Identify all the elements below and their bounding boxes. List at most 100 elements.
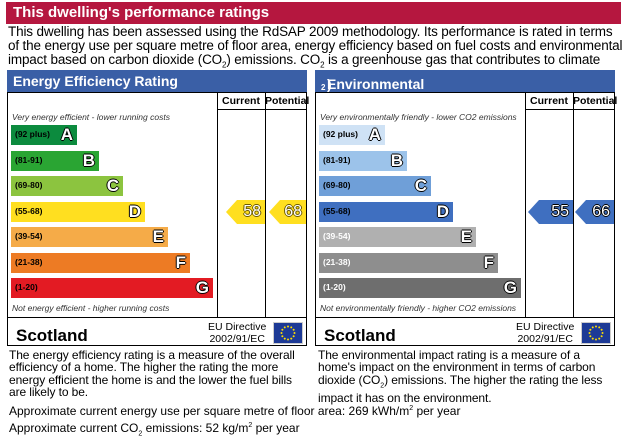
energy-value: 269 kWh/m bbox=[348, 404, 410, 418]
rating-band-d: (55-68) D bbox=[319, 201, 453, 222]
environmental-impact-heading: Environmental Impact (CO 2) Rating bbox=[315, 70, 615, 108]
country-label: Scotland bbox=[16, 326, 88, 345]
directive-line2: 2002/91/EC bbox=[517, 333, 573, 345]
directive-line2: 2002/91/EC bbox=[209, 333, 265, 345]
energy-efficiency-heading: Energy Efficiency Rating bbox=[7, 70, 307, 92]
divider bbox=[265, 93, 266, 317]
band-letter: C bbox=[106, 176, 119, 195]
band-letter: A bbox=[60, 125, 73, 144]
band-range: (55-68) bbox=[15, 205, 43, 216]
current-column-header: Current bbox=[530, 95, 568, 107]
rating-band-c: (69-80) C bbox=[319, 176, 431, 196]
band-letter: D bbox=[128, 201, 141, 221]
co2-label-part1: Approximate current CO bbox=[9, 421, 139, 435]
band-range: (39-54) bbox=[15, 231, 43, 241]
band-range: (21-38) bbox=[323, 256, 351, 267]
environmental-impact-box: Current Potential Very environmentally f… bbox=[315, 92, 618, 346]
bottom-note: Not energy efficient - higher running co… bbox=[12, 303, 170, 313]
rating-band-f: (21-38) F bbox=[319, 252, 498, 273]
description-part1: The environmental impact rating is a mea… bbox=[318, 348, 596, 387]
divider bbox=[8, 317, 306, 318]
title-bar: This dwelling's performance ratings bbox=[6, 2, 621, 24]
bottom-note: Not environmentally friendly - higher CO… bbox=[320, 303, 517, 313]
energy-sup: 2 bbox=[409, 405, 414, 412]
current-rating-pointer-arrow bbox=[528, 199, 573, 224]
eu-flag-icon bbox=[273, 322, 303, 344]
potential-rating-pointer-arrow bbox=[269, 199, 306, 224]
energy-efficiency-description: The energy efficiency rating is a measur… bbox=[9, 348, 295, 399]
heading-part2: ) Rating bbox=[327, 76, 371, 108]
rating-band-b: (81-91) B bbox=[11, 150, 99, 171]
rating-band-b: (81-91) B bbox=[319, 150, 407, 171]
rating-band-f: (21-38) F bbox=[11, 252, 190, 273]
co2-label-part2: emissions: bbox=[142, 421, 206, 435]
co2-emissions-footer: Approximate current CO 2 emissions: 52 kg… bbox=[9, 421, 300, 437]
co2-sup: 2 bbox=[248, 422, 253, 429]
divider bbox=[316, 317, 614, 318]
eu-directive: EU Directive 2002/91/EC bbox=[208, 321, 266, 345]
current-rating-pointer-value: 58 bbox=[243, 202, 261, 220]
heading-part1: Environmental Impact (CO bbox=[327, 76, 425, 108]
top-note: Very environmentally friendly - lower CO… bbox=[320, 112, 517, 122]
divider bbox=[525, 109, 615, 110]
divider bbox=[573, 93, 574, 317]
co2-unit-tail: per year bbox=[252, 421, 300, 435]
page-title: This dwelling's performance ratings bbox=[13, 4, 270, 21]
band-letter: G bbox=[195, 278, 209, 297]
band-range: (1-20) bbox=[15, 282, 38, 292]
environmental-impact-panel: Environmental Impact (CO 2) Rating Curren… bbox=[315, 70, 618, 346]
band-range: (55-68) bbox=[323, 205, 351, 216]
band-letter: F bbox=[175, 252, 186, 272]
band-letter: E bbox=[460, 227, 472, 246]
band-letter: A bbox=[368, 125, 381, 144]
energy-efficiency-heading-text: Energy Efficiency Rating bbox=[13, 73, 178, 89]
divider bbox=[217, 93, 218, 317]
band-range: (39-54) bbox=[323, 231, 351, 241]
potential-column-header: Potential bbox=[573, 95, 618, 107]
country-label: Scotland bbox=[324, 326, 396, 345]
band-range: (1-20) bbox=[323, 282, 346, 292]
band-letter: B bbox=[82, 150, 95, 170]
energy-efficiency-panel: Energy Efficiency Rating Current Potenti… bbox=[7, 70, 309, 346]
rating-band-g: (1-20) G bbox=[319, 278, 521, 298]
top-note: Very energy efficient - lower running co… bbox=[12, 112, 170, 122]
rating-band-e: (39-54) E bbox=[319, 227, 476, 247]
band-letter: B bbox=[390, 150, 403, 170]
heading-sub: 2 bbox=[321, 82, 326, 92]
band-range: (81-91) bbox=[15, 154, 43, 165]
potential-rating-pointer: 68 bbox=[269, 199, 306, 224]
band-range: (92 plus) bbox=[323, 129, 358, 139]
energy-efficiency-box: Current Potential Very energy efficient … bbox=[7, 92, 309, 346]
rating-band-d: (55-68) D bbox=[11, 201, 145, 222]
intro-sub1: 2 bbox=[222, 60, 227, 70]
co2-value: 52 kg/m bbox=[205, 421, 249, 435]
eu-directive: EU Directive 2002/91/EC bbox=[516, 321, 574, 345]
current-rating-pointer-value: 55 bbox=[551, 202, 569, 220]
band-letter: F bbox=[483, 252, 494, 272]
description-sub: 2 bbox=[380, 381, 385, 389]
current-rating-pointer: 58 bbox=[226, 199, 265, 224]
rating-band-e: (39-54) E bbox=[11, 227, 168, 247]
intro-part2: ) emissions. CO bbox=[226, 52, 321, 67]
environmental-impact-heading-text: Environmental Impact (CO 2) Rating bbox=[321, 73, 424, 108]
directive-line1: EU Directive bbox=[516, 321, 575, 333]
band-letter: C bbox=[414, 176, 427, 195]
eu-flag-icon bbox=[581, 322, 611, 344]
potential-rating-pointer: 66 bbox=[575, 199, 614, 224]
intro-sub2: 2 bbox=[320, 60, 325, 70]
potential-rating-pointer-value: 66 bbox=[592, 202, 610, 220]
divider bbox=[217, 109, 307, 110]
band-range: (69-80) bbox=[15, 180, 43, 190]
rating-band-a: (92 plus) A bbox=[11, 125, 77, 145]
band-range: (92 plus) bbox=[15, 129, 50, 139]
band-letter: E bbox=[152, 227, 164, 246]
rating-band-a: (92 plus) A bbox=[319, 125, 385, 145]
current-rating-pointer: 55 bbox=[528, 199, 573, 224]
energy-unit-tail: per year bbox=[413, 404, 461, 418]
energy-label: Approximate current energy use per squar… bbox=[9, 404, 349, 418]
band-range: (81-91) bbox=[323, 154, 351, 165]
directive-line1: EU Directive bbox=[208, 321, 267, 333]
divider bbox=[525, 93, 526, 317]
current-rating-pointer-arrow bbox=[226, 199, 265, 224]
band-range: (69-80) bbox=[323, 180, 351, 190]
